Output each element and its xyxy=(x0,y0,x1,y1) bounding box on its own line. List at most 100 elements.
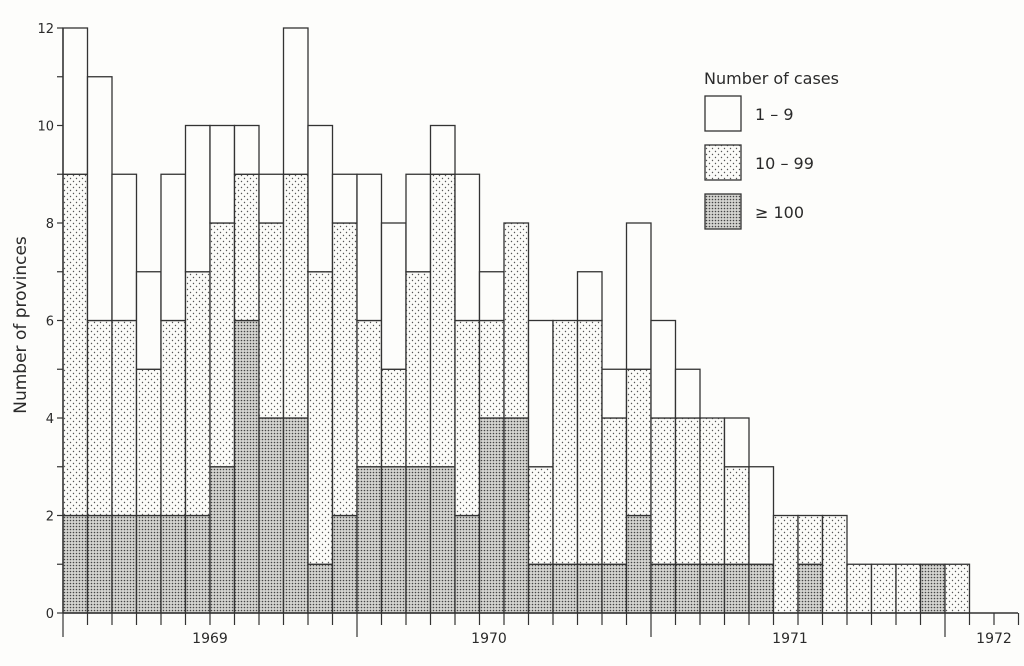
legend-swatch xyxy=(704,193,742,230)
bar-segment-1 xyxy=(233,173,260,322)
x-tick-label: 1969 xyxy=(192,631,228,647)
bar-segment-0 xyxy=(478,417,505,614)
y-tick-label: 6 xyxy=(46,315,54,330)
bar-segment-1 xyxy=(209,222,236,468)
bar-segment-0 xyxy=(674,563,701,614)
legend-label: ≥ 100 xyxy=(755,203,804,222)
bar-segment-0 xyxy=(748,563,775,614)
bar-segment-1 xyxy=(772,514,799,614)
bar-segment-1 xyxy=(331,222,358,517)
bar-segment-1 xyxy=(258,222,285,419)
bar-segment-1 xyxy=(895,563,922,614)
bar-segment-2 xyxy=(576,271,603,322)
bar-segment-1 xyxy=(625,368,652,517)
bar-segment-2 xyxy=(258,173,285,224)
bar-segment-1 xyxy=(846,563,873,614)
legend: Number of cases 1 – 9 10 – 99 ≥ 100 xyxy=(704,69,839,230)
bar-segment-0 xyxy=(625,514,652,614)
bar-segment-0 xyxy=(576,563,603,614)
bar-segment-0 xyxy=(429,466,456,614)
bar-segment-2 xyxy=(429,124,456,175)
bar-segment-2 xyxy=(160,173,187,322)
bar-segment-2 xyxy=(307,124,334,273)
y-tick-label: 4 xyxy=(46,412,54,427)
bar-segment-0 xyxy=(503,417,530,614)
bar-segment-2 xyxy=(405,173,432,273)
legend-swatch xyxy=(704,144,742,181)
axes-layer: 0 2 4 6 8 10 12 1969 1970 1971 1972 xyxy=(37,22,1020,647)
bar-segment-1 xyxy=(478,319,505,419)
bar-segment-1 xyxy=(184,271,211,517)
x-tick-label: 1971 xyxy=(772,631,808,647)
bar-segment-1 xyxy=(674,417,701,565)
bar-segment-1 xyxy=(86,319,113,517)
bar-segment-1 xyxy=(454,319,481,517)
bar-segment-0 xyxy=(86,514,113,614)
bar-segment-2 xyxy=(62,27,89,175)
bar-segment-2 xyxy=(674,368,701,419)
bar-segment-1 xyxy=(160,319,187,517)
bar-segment-0 xyxy=(650,563,677,614)
bar-segment-1 xyxy=(405,271,432,468)
bar-segment-2 xyxy=(748,466,775,565)
bar-segment-1 xyxy=(699,417,726,565)
bar-segment-2 xyxy=(184,124,211,273)
bar-segment-0 xyxy=(135,514,162,614)
bar-segment-1 xyxy=(307,271,334,565)
bar-segment-0 xyxy=(454,514,481,614)
bar-segment-2 xyxy=(86,76,113,322)
y-tick-label: 2 xyxy=(46,510,54,525)
bar-segment-1 xyxy=(62,173,89,517)
bar-segment-1 xyxy=(821,514,848,614)
bar-segment-1 xyxy=(429,173,456,468)
bar-segment-0 xyxy=(209,466,236,614)
bar-segment-1 xyxy=(503,222,530,419)
legend-label: 1 – 9 xyxy=(755,105,794,124)
bar-segment-0 xyxy=(356,466,383,614)
bar-segment-1 xyxy=(111,319,138,517)
bar-segment-2 xyxy=(331,173,358,224)
bar-segment-2 xyxy=(356,173,383,322)
bar-segment-2 xyxy=(625,222,652,370)
bar-segment-2 xyxy=(135,271,162,370)
bar-segment-0 xyxy=(233,319,260,614)
bar-segment-1 xyxy=(723,466,750,565)
bar-segment-1 xyxy=(944,563,971,614)
bar-segment-2 xyxy=(209,124,236,224)
bar-segment-0 xyxy=(527,563,554,614)
y-axis-label: Number of provinces xyxy=(11,236,31,414)
bar-segment-0 xyxy=(405,466,432,614)
bar-segment-1 xyxy=(797,514,824,565)
legend-title: Number of cases xyxy=(704,69,839,88)
bar-segment-0 xyxy=(919,563,946,614)
bar-segment-2 xyxy=(111,173,138,322)
bar-segment-1 xyxy=(650,417,677,565)
bar-segment-2 xyxy=(478,271,505,322)
bar-segment-0 xyxy=(601,563,628,614)
bar-segment-2 xyxy=(454,173,481,322)
bar-segment-0 xyxy=(62,514,89,614)
bar-segment-0 xyxy=(331,514,358,614)
bar-segment-2 xyxy=(282,27,309,175)
bar-segment-1 xyxy=(356,319,383,468)
bar-segment-0 xyxy=(184,514,211,614)
bar-segment-0 xyxy=(258,417,285,614)
y-tick-label: 8 xyxy=(46,217,54,232)
bars-layer xyxy=(62,27,971,614)
bar-segment-0 xyxy=(307,563,334,614)
bar-segment-1 xyxy=(601,417,628,565)
bar-segment-2 xyxy=(601,368,628,419)
legend-swatch xyxy=(704,95,742,132)
bar-segment-2 xyxy=(380,222,407,370)
bar-segment-2 xyxy=(723,417,750,468)
x-tick-label: 1972 xyxy=(976,631,1012,647)
bar-segment-1 xyxy=(380,368,407,468)
bar-segment-0 xyxy=(282,417,309,614)
y-tick-label: 12 xyxy=(37,22,54,37)
bar-segment-0 xyxy=(111,514,138,614)
y-tick-label: 10 xyxy=(37,120,54,135)
bar-segment-0 xyxy=(723,563,750,614)
bar-segment-0 xyxy=(699,563,726,614)
bar-segment-1 xyxy=(282,173,309,419)
